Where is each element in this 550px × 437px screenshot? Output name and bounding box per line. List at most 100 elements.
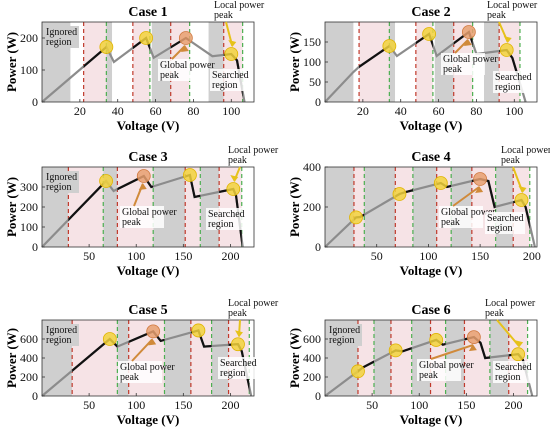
x-axis-label: Voltage (V): [400, 118, 463, 133]
searched-label-bg: [493, 361, 533, 383]
x-tick-label: 60: [433, 104, 445, 118]
ignored-region-label-line: region: [46, 182, 72, 193]
ignored-label-bg: [328, 324, 362, 346]
x-tick-label: 150: [471, 249, 489, 263]
searched-region-label-line: region: [208, 219, 234, 230]
peak-marker: [499, 43, 514, 57]
global-peak-label: Global power peak: [122, 207, 177, 228]
y-tick-label: 600: [303, 332, 321, 346]
axes-frame: [41, 21, 255, 103]
y-tick-label: 0: [315, 389, 321, 403]
chart-panel-3: 50 100 150 200 0 100 200 300 Case 3 Voltage (V) Po…: [4, 145, 279, 278]
global-peak-arrowhead: [148, 338, 157, 346]
searched-region: [353, 167, 365, 247]
x-tick-label: 100: [419, 249, 437, 263]
local-peak-label-line: peak: [501, 155, 520, 166]
peak-marker: [183, 168, 197, 182]
y-tick-label: 0: [32, 240, 38, 254]
searched-region-label: Searched region: [495, 362, 532, 383]
x-tick-label: 50: [83, 249, 95, 263]
local-peak-label: Local power peak: [214, 0, 265, 21]
local-peak-label-line: peak: [228, 308, 247, 319]
y-axis-label: Power (W): [287, 32, 302, 92]
y-tick-label: 200: [303, 200, 321, 214]
global-label-bg: [439, 206, 483, 228]
local-peak-label-line: Local power: [214, 0, 265, 11]
y-tick-label: 200: [20, 370, 38, 384]
x-axis-label: Voltage (V): [400, 263, 463, 278]
local-peak-arrowhead: [234, 330, 243, 338]
global-peak-label-line: Global power: [122, 207, 177, 218]
global-peak-label-line: peak: [419, 370, 438, 381]
searched-region: [513, 167, 530, 247]
searched-region: [185, 167, 201, 247]
peak-marker: [99, 40, 114, 54]
searched-label-bg: [493, 71, 533, 93]
global-peak-label-line: peak: [441, 217, 460, 228]
peak-marker: [231, 337, 245, 352]
y-axis-label: Power (W): [4, 32, 19, 92]
x-tick-label: 200: [221, 249, 239, 263]
x-tick-label: 200: [221, 398, 239, 412]
global-peak-label-line: peak: [443, 64, 462, 75]
y-tick-label: 150: [303, 35, 321, 49]
ignored-region-label-line: Ignored: [46, 325, 77, 336]
y-tick-label: 400: [20, 351, 38, 365]
x-tick-label: 200: [523, 249, 541, 263]
x-tick-label: 50: [83, 398, 95, 412]
peak-marker: [388, 343, 403, 358]
local-peak-label-line: Local power: [228, 298, 279, 309]
y-axis-label: Power (W): [287, 328, 302, 388]
local-peak-label-line: peak: [214, 10, 233, 21]
ignored-region-label-line: Ignored: [46, 27, 77, 38]
searched-region-label-line: Searched: [495, 362, 532, 373]
x-axis-label: Voltage (V): [117, 412, 180, 427]
global-peak-arrowhead: [468, 344, 477, 352]
local-peak-label-line: Local power: [501, 145, 550, 156]
global-peak-label: Global power peak: [419, 360, 474, 381]
chart-panel-4: 50 100 150 200 0 200 400 Case 4 Voltage (V) Power…: [287, 145, 550, 278]
x-tick-label: 50: [371, 249, 383, 263]
peak-marker: [102, 332, 117, 346]
ignored-region-label: Ignored region: [329, 325, 360, 346]
searched-region: [83, 22, 107, 102]
global-peak-marker: [136, 169, 151, 183]
y-tick-label: 0: [315, 240, 321, 254]
global-peak-label-line: Global power: [419, 360, 474, 371]
global-label-bg: [120, 206, 164, 228]
searched-region-label: Searched region: [208, 209, 245, 230]
y-tick-label: 400: [303, 351, 321, 365]
searched-region-label: Searched region: [495, 72, 532, 93]
local-peak-label: Local power peak: [487, 0, 538, 21]
chart-title: Case 2: [411, 5, 450, 20]
chart-panel-5: 50 100 150 200 0 200 400 600 Case 5 Voltage (V) Po…: [4, 298, 279, 427]
ignored-region: [102, 22, 113, 102]
searched-region-label-line: Searched: [212, 70, 249, 81]
global-peak-label-line: peak: [122, 217, 141, 228]
ignored-region: [325, 167, 354, 247]
global-label-bg: [158, 59, 202, 81]
peak-marker: [514, 193, 529, 207]
global-peak-marker: [466, 330, 481, 345]
global-label-bg: [118, 361, 162, 383]
x-tick-label: 40: [395, 104, 407, 118]
ignored-region-label-line: region: [329, 335, 355, 346]
chart-title: Case 1: [128, 5, 167, 20]
y-tick-label: 50: [309, 75, 321, 89]
chart-title: Case 6: [411, 303, 450, 318]
y-tick-label: 100: [303, 55, 321, 69]
ignored-region: [445, 320, 465, 396]
peak-marker: [429, 333, 444, 347]
chart-title: Case 3: [128, 150, 167, 165]
ignored-label-bg: [45, 26, 79, 48]
y-tick-label: 0: [32, 389, 38, 403]
global-peak-label: Global power peak: [120, 362, 175, 383]
y-tick-label: 400: [303, 160, 321, 174]
global-peak-arrowhead: [180, 45, 189, 52]
x-tick-label: 150: [457, 398, 475, 412]
global-peak-label-line: Global power: [441, 207, 496, 218]
global-peak-label-line: peak: [120, 372, 139, 383]
searched-label-bg: [218, 357, 258, 379]
peak-marker: [392, 187, 407, 201]
y-axis-label: Power (W): [4, 328, 19, 388]
